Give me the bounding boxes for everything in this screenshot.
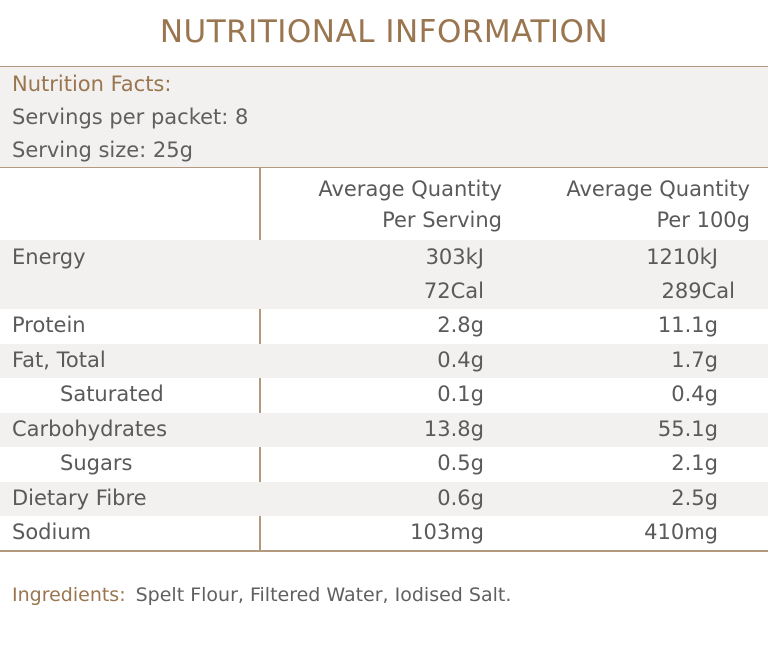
value-per-100g: 11.1g (657, 313, 718, 337)
value-per-serving: 0.5g (437, 451, 484, 475)
value-per-100g-cal: 289Cal (661, 279, 735, 303)
value-per-100g: 0.4g (671, 382, 718, 406)
table-bottom-border (0, 550, 768, 552)
value-per-serving: 0.4g (437, 348, 484, 372)
nutrition-facts-box: Nutrition Facts: Servings per packet: 8 … (0, 66, 768, 168)
table-row: Sodium 103mg 410mg (0, 516, 768, 550)
column-header-per-serving-line2: Per Serving (382, 208, 502, 232)
ingredients: Ingredients: Spelt Flour, Filtered Water,… (12, 584, 511, 606)
value-per-100g: 2.1g (671, 451, 718, 475)
column-header-per-100g-line1: Average Quantity (566, 177, 750, 201)
value-per-100g: 1210kJ (646, 245, 718, 269)
value-per-100g: 2.5g (671, 486, 718, 510)
servings-per-packet: Servings per packet: 8 (12, 105, 249, 129)
value-per-serving: 0.1g (437, 382, 484, 406)
value-per-100g: 410mg (644, 520, 718, 544)
table-row: Saturated 0.1g 0.4g (0, 378, 768, 413)
column-header-per-serving-line1: Average Quantity (318, 177, 502, 201)
value-per-serving: 303kJ (425, 245, 484, 269)
table-row: Fat, Total 0.4g 1.7g (0, 344, 768, 378)
value-per-serving: 13.8g (423, 417, 484, 441)
row-name: Carbohydrates (12, 417, 168, 441)
value-per-serving-cal: 72Cal (423, 279, 484, 303)
table-row: Sugars 0.5g 2.1g (0, 447, 768, 482)
table-row: Energy 303kJ 1210kJ 72Cal 289Cal (0, 240, 768, 309)
page-title: NUTRITIONAL INFORMATION (159, 14, 609, 50)
ingredients-text: Spelt Flour, Filtered Water, Iodised Sal… (135, 584, 512, 606)
table-row: Dietary Fibre 0.6g 2.5g (0, 482, 768, 516)
row-name: Sodium (12, 520, 92, 544)
value-per-serving: 0.6g (437, 486, 484, 510)
value-per-100g: 1.7g (671, 348, 718, 372)
column-header-per-serving: Average Quantity Per Serving (262, 174, 502, 236)
column-header-per-100g-line2: Per 100g (656, 208, 750, 232)
row-name: Fat, Total (12, 348, 106, 372)
row-name: Energy (12, 245, 86, 269)
row-name: Protein (12, 313, 86, 337)
value-per-serving: 103mg (410, 520, 484, 544)
ingredients-label: Ingredients: (12, 584, 126, 606)
column-header-per-100g: Average Quantity Per 100g (505, 174, 750, 236)
value-per-100g: 55.1g (657, 417, 718, 441)
table-row: Carbohydrates 13.8g 55.1g (0, 413, 768, 447)
value-per-serving: 2.8g (437, 313, 484, 337)
facts-heading: Nutrition Facts: (12, 72, 172, 96)
serving-size: Serving size: 25g (12, 138, 193, 162)
row-name: Sugars (60, 451, 133, 475)
row-name: Saturated (60, 382, 164, 406)
row-name: Dietary Fibre (12, 486, 147, 510)
table-row: Protein 2.8g 11.1g (0, 309, 768, 344)
